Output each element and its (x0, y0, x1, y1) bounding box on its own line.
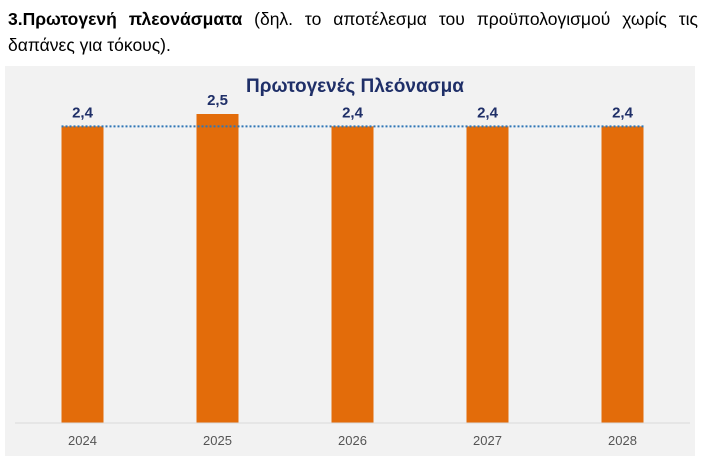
data-label-2028: 2,4 (612, 104, 634, 121)
data-label-2024: 2,4 (72, 104, 94, 121)
x-tick-label-2025: 2025 (203, 433, 232, 448)
bar-2024 (61, 126, 104, 424)
bar-2025 (196, 114, 239, 423)
x-tick-label-2028: 2028 (608, 433, 637, 448)
chart-panel: Πρωτογενές Πλεόνασμα 2,4 2,5 2,4 2,4 2,4 202… (5, 66, 695, 456)
bar-chart: Πρωτογενές Πλεόνασμα 2,4 2,5 2,4 2,4 2,4 202… (15, 76, 690, 448)
data-label-2027: 2,4 (477, 104, 499, 121)
bar-2027 (466, 126, 509, 424)
heading-rest: (δηλ. το αποτέλεσμα του προϋπολογισμού χ… (8, 9, 698, 55)
heading-bold: 3.Πρωτογενή πλεονάσματα (8, 9, 243, 29)
bar-2026 (331, 126, 374, 424)
x-tick-label-2026: 2026 (338, 433, 367, 448)
data-label-2025: 2,5 (207, 92, 228, 109)
x-tick-label-2027: 2027 (473, 433, 502, 448)
x-tick-label-2024: 2024 (68, 433, 97, 448)
bar-2028 (601, 126, 644, 424)
data-label-2026: 2,4 (342, 104, 364, 121)
heading-paragraph: 3.Πρωτογενή πλεονάσματα (δηλ. το αποτέλε… (8, 6, 698, 58)
chart-title: Πρωτογενές Πλεόνασμα (246, 76, 464, 97)
